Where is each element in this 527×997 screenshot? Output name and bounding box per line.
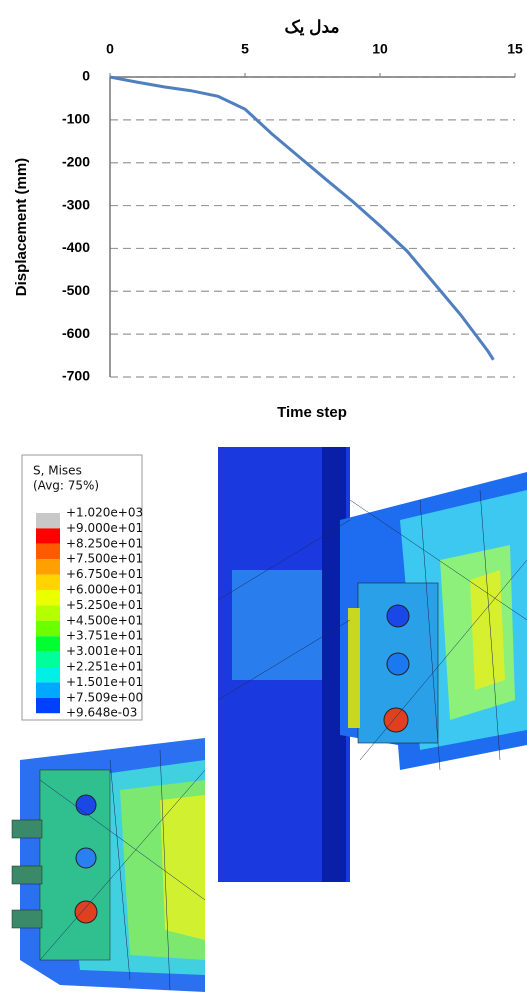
legend-swatch (36, 652, 60, 667)
legend-swatch (36, 667, 60, 682)
legend-level: +1.020e+03 (66, 506, 143, 520)
x-tick-label: 15 (507, 41, 523, 57)
y-tick-label: -300 (62, 196, 90, 212)
page: مدل یک Time step Displacement (mm) 0 -100… (0, 0, 527, 992)
legend-level: +1.501e+01 (66, 675, 143, 689)
legend-level: +9.000e+01 (66, 521, 143, 535)
legend-swatch (36, 513, 60, 528)
y-tick-label: -200 (62, 153, 90, 169)
legend-swatch (36, 636, 60, 651)
y-tick-label: -700 (62, 368, 90, 384)
legend-level: +3.751e+01 (66, 629, 143, 643)
legend-level: +8.250e+01 (66, 536, 143, 550)
legend-swatch (36, 559, 60, 574)
x-tick-label: 5 (241, 41, 249, 57)
fem-right (218, 447, 527, 882)
legend-level: +6.000e+01 (66, 583, 143, 597)
y-tick-label: 0 (82, 68, 90, 84)
legend-swatch (36, 575, 60, 590)
legend-level: +7.500e+01 (66, 552, 143, 566)
legend-level: +6.750e+01 (66, 567, 143, 581)
legend-level: +5.250e+01 (66, 598, 143, 612)
x-tick-label: 0 (106, 41, 114, 57)
chart-title: مدل یک (284, 17, 339, 36)
legend-level: +3.001e+01 (66, 644, 143, 658)
plot: 0 -100 -200 -300 -400 -500 -600 -700 0 5 10 15 (62, 41, 523, 384)
legend-swatch (36, 682, 60, 697)
legend-level: +7.509e+00 (66, 690, 143, 704)
legend-title: S, Mises (33, 464, 82, 478)
legend-level: +4.500e+01 (66, 613, 143, 627)
x-tick-label: 10 (372, 41, 388, 57)
y-tick-label: -100 (62, 111, 90, 127)
legend-swatch (36, 605, 60, 620)
y-tick-label: -400 (62, 239, 90, 255)
y-axis-label: Displacement (mm) (13, 158, 30, 296)
y-tick-label: -600 (62, 325, 90, 341)
legend-subtitle: (Avg: 75%) (33, 479, 99, 493)
legend-swatch (36, 544, 60, 559)
legend-level: +2.251e+01 (66, 660, 143, 674)
legend-level: +9.648e-03 (66, 706, 137, 720)
fem-left (12, 738, 205, 992)
x-axis-label: Time step (277, 404, 347, 421)
contour-legend: S, Mises (Avg: 75%) +1.020e+03+9.000e+01… (22, 455, 143, 720)
legend-swatch (36, 698, 60, 713)
y-tick-label: -500 (62, 282, 90, 298)
legend-swatch (36, 590, 60, 605)
legend-swatch (36, 528, 60, 543)
legend-swatch (36, 621, 60, 636)
